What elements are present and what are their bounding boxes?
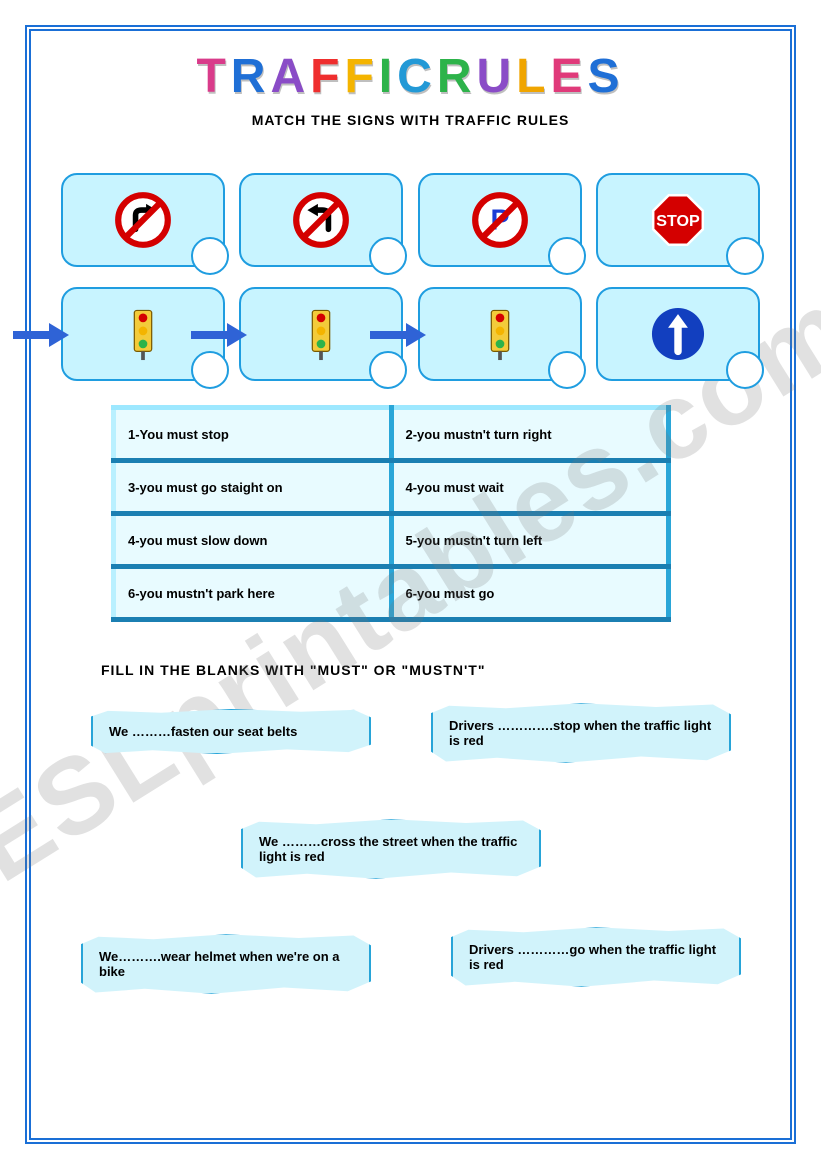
fill-blank-banner[interactable]: We ………fasten our seat belts [91,708,371,755]
rule-cell: 4-you must wait [391,461,669,514]
answer-bubble[interactable] [369,237,407,275]
answer-bubble[interactable] [191,351,229,389]
fill-blank-banner[interactable]: We……….wear helmet when we're on a bike [81,933,371,995]
no-left-turn-icon [290,189,352,251]
rules-table: 1-You must stop2-you mustn't turn right3… [111,405,671,622]
answer-bubble[interactable] [726,351,764,389]
no-parking-icon: P [469,189,531,251]
sign-card [239,173,403,267]
answer-bubble[interactable] [548,237,586,275]
sign-card: STOP [596,173,760,267]
fill-blank-banner[interactable]: Drivers ………….stop when the traffic light… [431,702,731,764]
traffic-light-icon [290,303,352,365]
page: ESLprintables.com TRAFFIC RULES MATCH TH… [0,0,821,1169]
rule-cell: 6-you mustn't park here [114,567,392,620]
traffic-light-icon [469,303,531,365]
sign-card [596,287,760,381]
sign-card [61,173,225,267]
answer-bubble[interactable] [726,237,764,275]
pointer-arrow-icon [13,323,69,352]
answer-bubble[interactable] [191,237,229,275]
page-title: TRAFFIC RULES [51,49,770,104]
answer-bubble[interactable] [548,351,586,389]
answer-bubble[interactable] [369,351,407,389]
pointer-arrow-icon [191,323,247,352]
stop-icon: STOP [647,189,709,251]
match-subtitle: MATCH THE SIGNS WITH TRAFFIC RULES [51,112,770,128]
double-frame: ESLprintables.com TRAFFIC RULES MATCH TH… [25,25,796,1144]
rule-cell: 3-you must go staight on [114,461,392,514]
rule-cell: 4-you must slow down [114,514,392,567]
sign-card: P [418,173,582,267]
sign-row [61,287,760,381]
pointer-arrow-icon [370,323,426,352]
sign-card [418,287,582,381]
rule-cell: 2-you mustn't turn right [391,408,669,461]
traffic-light-icon [112,303,174,365]
signs-section: P STOP [61,173,760,381]
no-right-turn-icon [112,189,174,251]
straight-on-icon [647,303,709,365]
rule-cell: 1-You must stop [114,408,392,461]
sign-row: P STOP [61,173,760,267]
svg-text:STOP: STOP [656,212,700,230]
fill-blank-banner[interactable]: Drivers …………go when the traffic light is… [451,926,741,988]
banners-section: We ………fasten our seat beltsDrivers ………….… [71,708,750,1048]
rule-cell: 5-you mustn't turn left [391,514,669,567]
fill-heading: FILL IN THE BLANKS WITH "MUST" OR "MUSTN… [101,662,770,678]
rule-cell: 6-you must go [391,567,669,620]
fill-blank-banner[interactable]: We ………cross the street when the traffic … [241,818,541,880]
